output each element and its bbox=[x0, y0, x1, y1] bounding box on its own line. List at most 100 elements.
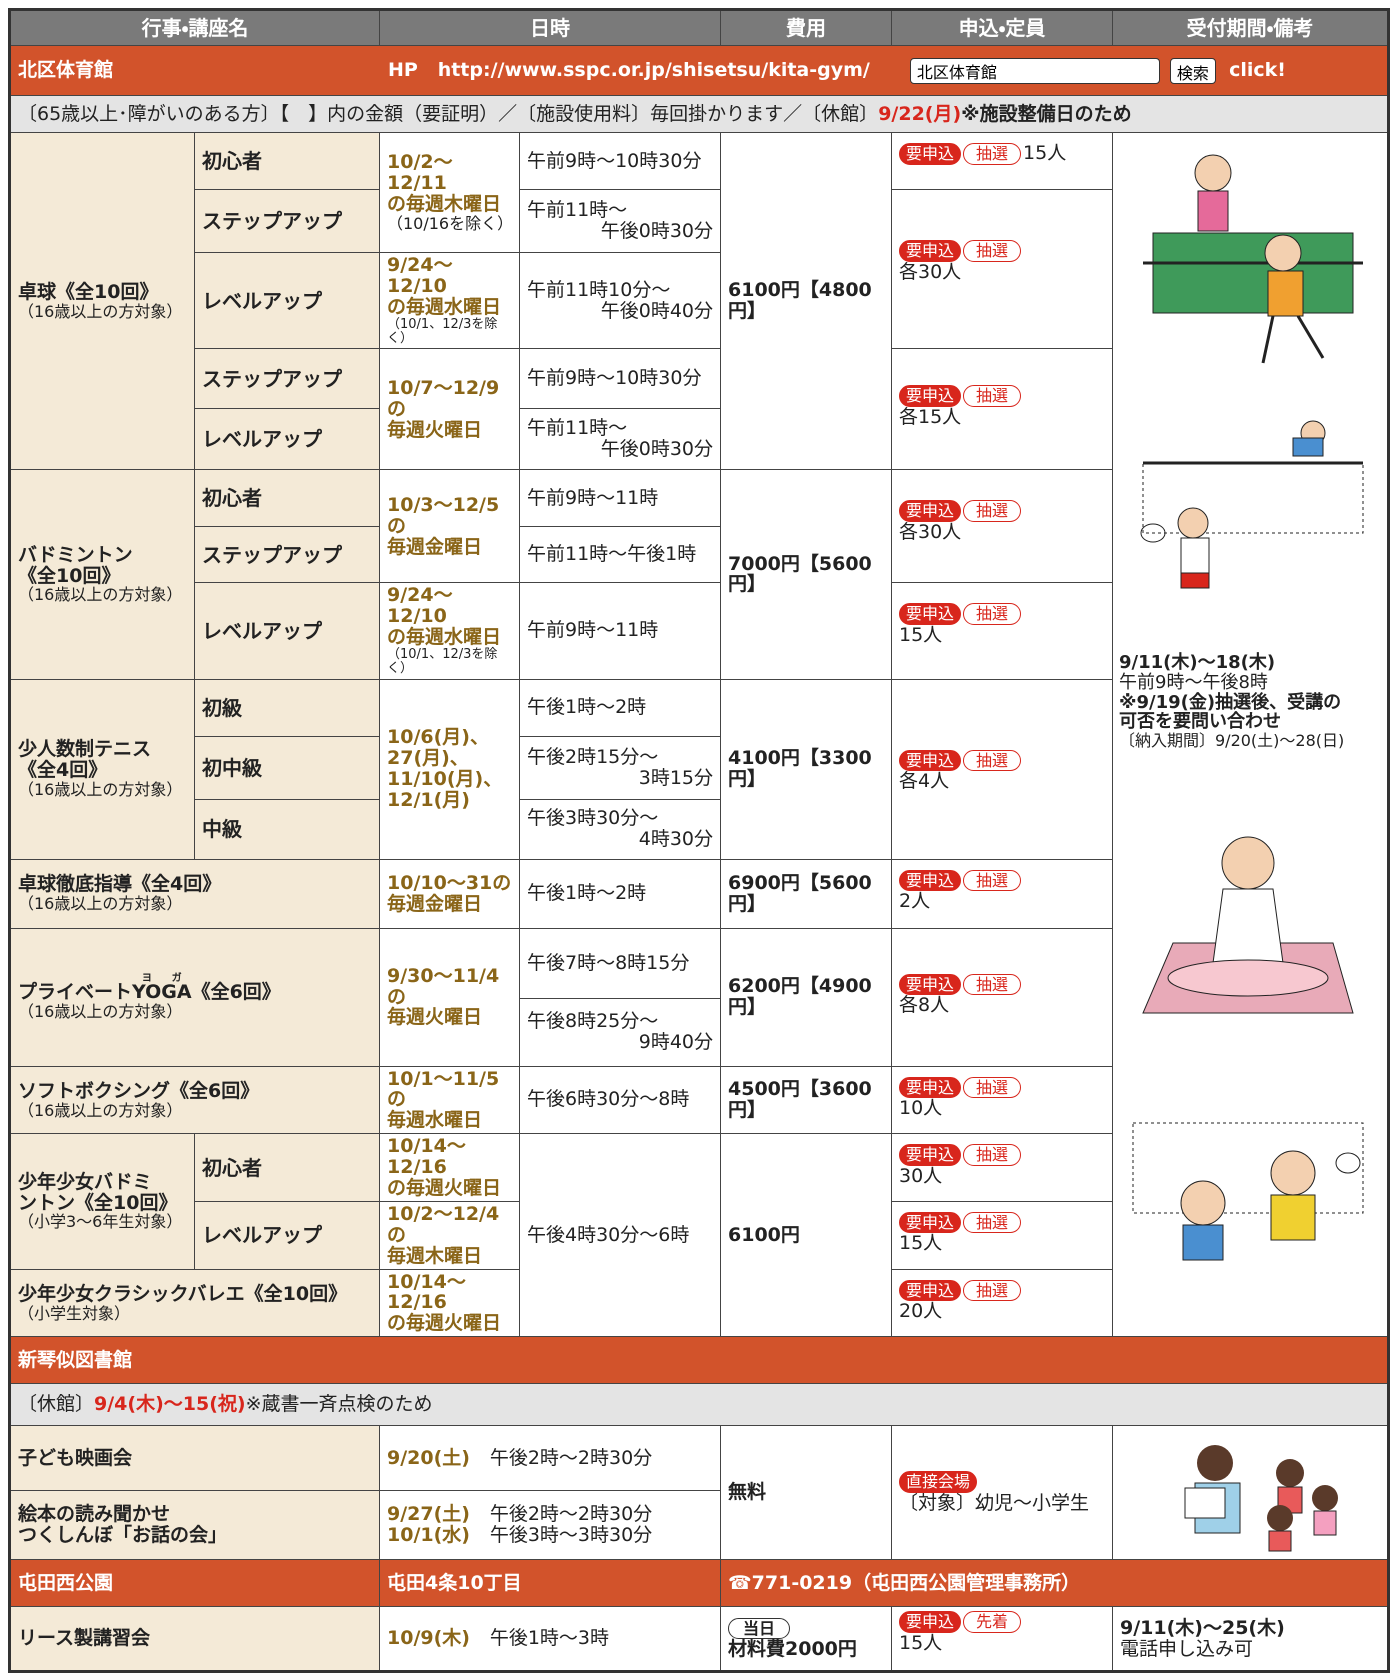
yoga-fee: 6200円【4900円】 bbox=[720, 927, 892, 1067]
td: 少年少女バドミ ントン《全10回》 （小学3〜6年生対象） bbox=[9, 1133, 195, 1270]
div: 10/1(水) 午後3時〜3時30分 bbox=[387, 1525, 713, 1546]
td: 要申込 抽選 15人 bbox=[891, 582, 1113, 680]
takkyu-times: 午前9時〜10時30分 bbox=[527, 149, 702, 172]
badges-apply: 要申込 bbox=[899, 385, 962, 407]
badges-apply: 要申込 bbox=[899, 143, 962, 165]
tr: レベルアップ 9/24〜12/10 の毎週水曜日 （10/1、12/3を除く） 午前… bbox=[10, 251, 1389, 350]
boxing-capacity: 10人 bbox=[899, 1097, 943, 1120]
dates-lines: の毎週水曜日 bbox=[387, 295, 502, 318]
circle bbox=[1267, 1504, 1293, 1531]
yoga-name-yoga: YOGA bbox=[132, 981, 192, 1004]
td: 要申込 抽選 各4人 bbox=[891, 678, 1113, 860]
takkyu-levels: 初心者 bbox=[194, 132, 380, 190]
td: 10/1〜11/5の 毎週水曜日 bbox=[379, 1065, 520, 1135]
rect bbox=[1180, 572, 1210, 589]
boxing-name: ソフトボクシング《全6回》 bbox=[18, 1079, 260, 1102]
td: 10/14〜12/16 の毎週火曜日 bbox=[379, 1133, 520, 1202]
movie-date: 9/20(土) bbox=[387, 1446, 470, 1469]
td: 要申込 抽選 各30人 bbox=[891, 188, 1113, 350]
tennis-dates: 11/10(月)、 bbox=[387, 768, 503, 791]
line bbox=[1296, 315, 1325, 359]
table-tennis-illustration bbox=[1143, 154, 1363, 364]
td: 要申込 先着 15人 bbox=[891, 1606, 1113, 1673]
junior-badminton-capacity: 30人 bbox=[899, 1164, 943, 1187]
tennis-times: 3時15分 bbox=[638, 766, 713, 789]
tr: ステップアップ 午前11時〜 午後0時30分 要申込 抽選 各30人 bbox=[10, 188, 1389, 350]
td: 午前11時10分〜 午後0時40分 bbox=[519, 251, 721, 350]
tbody: 行事・講座名 日時 費用 申込・定員 受付期間・備考 北区体育館 HP http://ww… bbox=[9, 9, 1389, 1673]
badminton-levels: レベルアップ bbox=[194, 582, 380, 680]
tennis-levels: 初級 bbox=[194, 678, 380, 737]
tettei-note: （16歳以上の方対象） bbox=[18, 894, 183, 914]
badges-apply: 要申込 bbox=[899, 1076, 962, 1099]
badminton-times: 午前9時〜11時 bbox=[519, 469, 721, 528]
rect bbox=[1184, 1487, 1226, 1519]
badges-apply: 要申込 bbox=[899, 240, 962, 262]
badges-lottery: 抽選 bbox=[963, 143, 1022, 165]
tennis-times: 午後2時15分〜 bbox=[527, 745, 659, 768]
tr: レベルアップ 午前11時〜 午後0時30分 bbox=[10, 408, 1389, 471]
td: 直接会場 〔対象〕幼児〜小学生 bbox=[891, 1425, 1113, 1561]
td: 要申込 抽選 各8人 bbox=[891, 927, 1113, 1067]
sessions-time: 午後2時〜2時30分 bbox=[489, 1503, 653, 1526]
wreath-date: 10/9(木) bbox=[387, 1627, 470, 1650]
badges-apply: 要申込 bbox=[899, 1279, 962, 1302]
tr: 〔65歳以上･障がいのある方〕【 】内の金額（要証明）／〔施設使用料〕毎回掛かり… bbox=[9, 95, 1389, 133]
tr: 卓球徹底指導《全4回》 （16歳以上の方対象） 10/10〜31の 毎週金曜日 午後… bbox=[9, 858, 1389, 929]
badminton-times: 午前11時〜午後1時 bbox=[519, 526, 721, 584]
header-name: 行事・講座名 bbox=[9, 9, 380, 46]
tennis-times: 午後3時30分〜 bbox=[527, 807, 659, 830]
td: 10/14〜12/16 の毎週火曜日 bbox=[379, 1268, 520, 1338]
sessions-date: 9/27(土) bbox=[387, 1503, 470, 1526]
badges-apply: 要申込 bbox=[899, 1211, 962, 1234]
td: 少年少女クラシックバレエ《全10回》 （小学生対象） bbox=[9, 1268, 380, 1338]
tr: プライベートYOGAヨガ《全6回》 （16歳以上の方対象） 9/30〜11/4の毎… bbox=[9, 927, 1389, 1067]
yoga-name-before: プライベート bbox=[18, 981, 133, 1004]
tonden-title: 屯田西公園 bbox=[9, 1559, 380, 1608]
ballet-dates: 10/14〜12/16 bbox=[387, 1270, 466, 1314]
td: 北区体育館 HP http://www.sspc.or.jp/shisetsu/k… bbox=[9, 45, 1389, 96]
wreath-badge-apply: 要申込 bbox=[899, 1611, 962, 1633]
badges-apply: 要申込 bbox=[899, 1144, 962, 1166]
td: 10/10〜31の 毎週金曜日 bbox=[379, 858, 520, 929]
circle bbox=[1197, 1444, 1233, 1481]
rect bbox=[1197, 190, 1229, 232]
td: 少人数制テニス 《全4回》 （16歳以上の方対象） bbox=[9, 678, 195, 860]
badges-apply: 要申込 bbox=[899, 603, 962, 625]
td: 卓球徹底指導《全4回》 （16歳以上の方対象） bbox=[9, 858, 380, 929]
td: プライベートYOGAヨガ《全6回》 （16歳以上の方対象） bbox=[9, 927, 380, 1067]
kita-shared-fee: 6100円 bbox=[720, 1133, 892, 1338]
tr: 少人数制テニス 《全4回》 （16歳以上の方対象） 初級 10/6(月)、27(月)… bbox=[9, 678, 1389, 860]
url-link[interactable]: http://www.sspc.or.jp/shisetsu/kita-gym/ bbox=[437, 59, 870, 82]
td: 午後7時〜8時15分 bbox=[519, 927, 721, 999]
td: 9/27(土) 午後2時〜2時30分 10/1(水) 午後3時〜3時30分 bbox=[379, 1490, 721, 1561]
td: 9/11(木)〜18(木) 午前9時〜午後8時 ※9/19(金)抽選後、受講の 可否を… bbox=[1112, 131, 1389, 1338]
search-button[interactable]: 検索 bbox=[1169, 57, 1216, 84]
td: 要申込 抽選 各15人 bbox=[891, 348, 1113, 471]
tettei-time: 午後1時〜2時 bbox=[519, 858, 721, 929]
td: 10/2〜12/11 の毎週木曜日 （10/16を除く） bbox=[379, 132, 520, 253]
circle bbox=[1194, 154, 1232, 192]
tr: レベルアップ 10/2〜12/4の 毎週木曜日 要申込 抽選 15人 bbox=[10, 1200, 1389, 1270]
div: 9/11(木)〜18(木) 午前9時〜午後8時 ※9/19(金)抽選後、受講の 可否を… bbox=[1114, 134, 1388, 1303]
tennis-dates: 12/1(月) bbox=[387, 788, 470, 811]
wreath-name: リース製講習会 bbox=[9, 1606, 380, 1673]
takkyu-fee: 6100円【4800円】 bbox=[720, 131, 892, 471]
dates-note: （10/16を除く） bbox=[387, 214, 514, 234]
badges-lottery: 抽選 bbox=[963, 749, 1022, 772]
notice-closed: 9/22(月) bbox=[878, 102, 962, 125]
badges-lottery: 抽選 bbox=[963, 385, 1022, 407]
td: 9/11(木)〜25(木) 電話申し込み可 bbox=[1112, 1606, 1389, 1673]
div: 9/27(土) 午後2時〜2時30分 bbox=[387, 1504, 713, 1525]
takkyu-levels: ステップアップ bbox=[194, 189, 380, 253]
takkyu-note: （16歳以上の方対象） bbox=[18, 301, 183, 321]
tennis-levels: 中級 bbox=[194, 798, 380, 860]
search-input[interactable] bbox=[909, 57, 1160, 84]
dates-lines: 10/2〜12/11 bbox=[387, 151, 453, 195]
badges-lottery: 抽選 bbox=[963, 1279, 1022, 1302]
tr: 絵本の読み聞かせ つくしんぼ「お話の会」 9/27(土) 午後2時〜2時30分 10… bbox=[9, 1490, 1389, 1561]
badges-lottery: 抽選 bbox=[963, 973, 1022, 996]
tr: ソフトボクシング《全6回》 （16歳以上の方対象） 10/1〜11/5の 毎週水曜日… bbox=[9, 1065, 1389, 1135]
yoga-note: （16歳以上の方対象） bbox=[18, 1002, 183, 1022]
